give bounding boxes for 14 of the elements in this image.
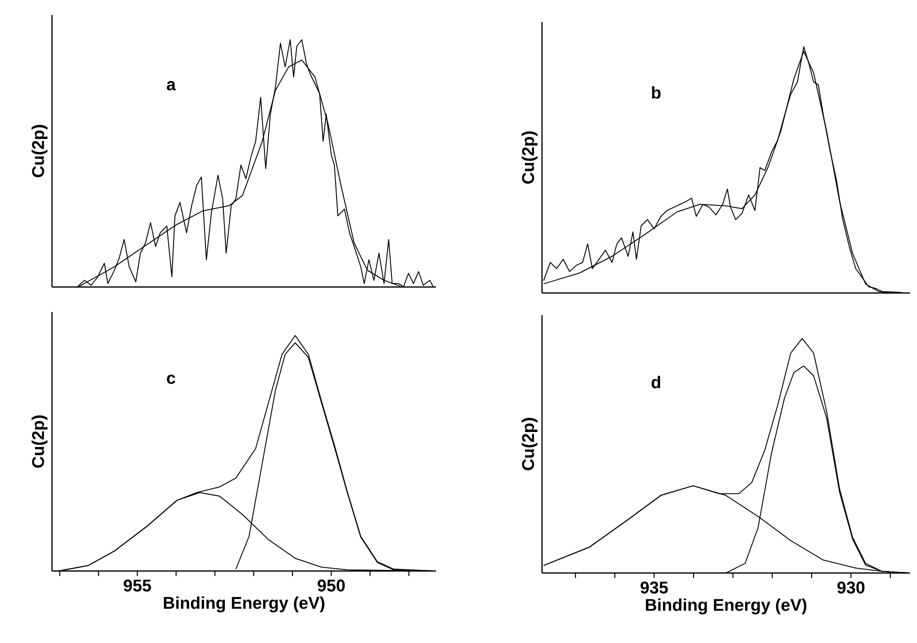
x-axis-title: Binding Energy (eV): [646, 598, 806, 614]
y-axis-title: Cu(2p): [32, 415, 48, 468]
x-axis-title: Binding Energy (eV): [164, 596, 324, 612]
y-axis-title: Cu(2p): [522, 131, 538, 184]
x-tick-label: 955: [124, 580, 152, 592]
annotation: a: [166, 81, 176, 90]
annotation: d: [652, 376, 660, 388]
annotation: b: [652, 86, 661, 99]
annotation: c: [166, 374, 176, 384]
y-axis-title: Cu(2p): [522, 418, 538, 470]
x-tick-label: 950: [318, 580, 345, 592]
y-axis-title: Cu(2p): [32, 124, 48, 178]
x-tick-label: 935: [640, 582, 668, 594]
x-tick-label: 930: [837, 582, 864, 594]
